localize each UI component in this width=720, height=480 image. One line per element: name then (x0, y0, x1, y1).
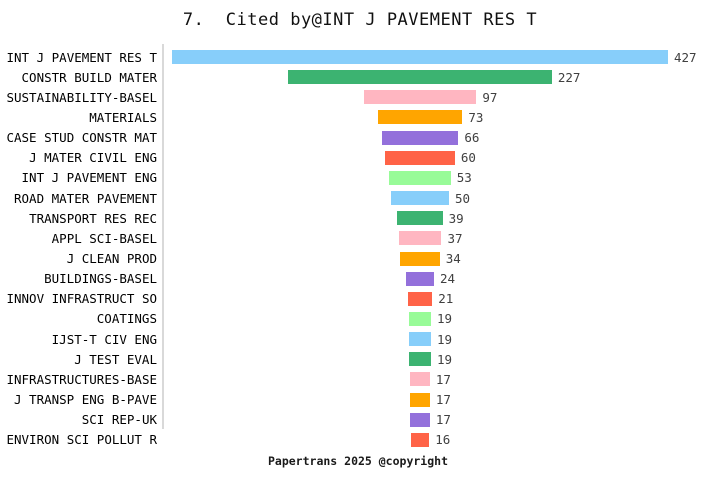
bar-label: APPL SCI-BASEL (51, 230, 157, 246)
bar-value: 19 (437, 331, 453, 347)
y-axis-line (162, 44, 164, 429)
bar-label: COATINGS (96, 311, 157, 327)
bar-value: 37 (447, 230, 463, 246)
bar-rect (390, 191, 450, 206)
bar-value: 227 (557, 69, 581, 85)
bar-label: INT J PAVEMENT RES T (6, 49, 157, 65)
bar-label: J MATER CIVIL ENG (29, 150, 157, 166)
bar-value: 17 (435, 392, 451, 408)
bar-value: 39 (448, 210, 464, 226)
bar-rect (172, 50, 668, 64)
bar-label: BUILDINGS-BASEL (44, 271, 157, 287)
bar-value: 60 (460, 150, 476, 166)
bar-label: IJST-T CIV ENG (51, 331, 157, 347)
bar-value: 21 (438, 291, 454, 307)
bar-rect (407, 291, 433, 306)
bar-label: J TRANSP ENG B-PAVE (14, 392, 157, 408)
bar-value: 17 (435, 371, 451, 387)
bar-rect (410, 392, 430, 407)
bar-value: 17 (435, 412, 451, 428)
bar-rect (377, 110, 463, 125)
copyright-text: Papertrans 2025 @copyright (267, 454, 448, 468)
bar-value: 50 (455, 190, 471, 206)
bar-value: 66 (464, 130, 480, 146)
bar-value: 73 (468, 109, 484, 125)
bar-value: 19 (437, 351, 453, 367)
bar-label: ENVIRON SCI POLLUT R (6, 432, 157, 448)
bar-rect (410, 432, 430, 447)
bar-value: 427 (674, 49, 697, 65)
bar-rect (410, 412, 430, 427)
bar-value: 53 (456, 170, 472, 186)
bar-label: J CLEAN PROD (66, 251, 157, 266)
bar-label: TRANSPORT RES REC (29, 210, 157, 226)
bar-label: INT J PAVEMENT ENG (21, 170, 157, 186)
bar-label: ROAD MATER PAVEMENT (14, 190, 157, 206)
bar-rect (381, 130, 459, 145)
bar-label: INNOV INFRASTRUCT SO (6, 291, 157, 307)
bar-label: SUSTAINABILITY-BASEL (6, 89, 157, 105)
bar-rect (385, 150, 455, 165)
bar-label: J TEST EVAL (74, 351, 157, 367)
bar-rect (288, 70, 552, 85)
bar-label: CASE STUD CONSTR MAT (6, 130, 157, 146)
bar-rect (400, 251, 440, 266)
bar-value: 34 (445, 251, 461, 266)
chart-title: 7. Cited by@INT J PAVEMENT RES T (182, 10, 538, 30)
bar-rect (410, 372, 430, 387)
bar-rect (389, 170, 451, 185)
bar-rect (363, 90, 477, 105)
bar-rect (408, 311, 432, 326)
bar-label: SCI REP-UK (81, 412, 157, 428)
bar-rect (408, 352, 432, 367)
bar-rect (406, 271, 434, 286)
bar-rect (397, 211, 443, 226)
bar-value: 19 (437, 311, 453, 327)
bar-value: 24 (439, 271, 455, 287)
bar-label: CONSTR BUILD MATER (21, 69, 157, 85)
bar-label: MATERIALS (89, 109, 157, 125)
bar-rect (408, 332, 432, 347)
bar-label: INFRASTRUCTURES-BASE (6, 371, 157, 387)
bar-value: 97 (482, 89, 498, 105)
bar-rect (398, 231, 442, 246)
bar-value: 16 (435, 432, 451, 448)
